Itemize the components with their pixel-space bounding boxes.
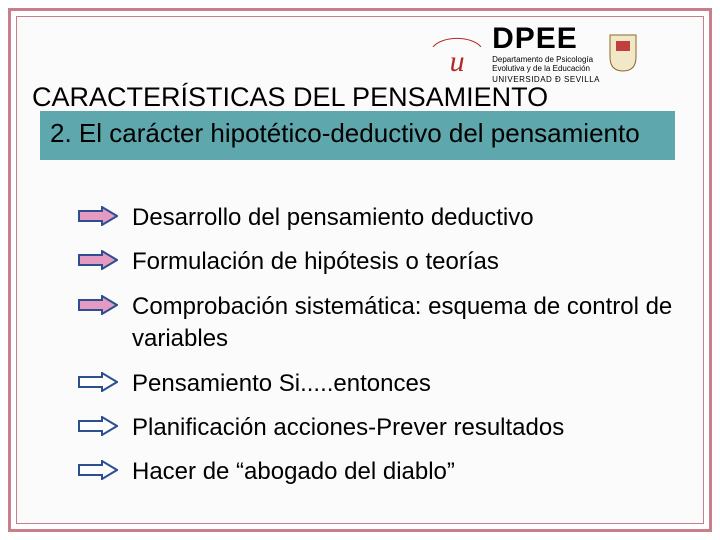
arrow-icon xyxy=(78,416,118,436)
logo-strip: u DPEE Departamento de Psicología Evolut… xyxy=(428,22,640,84)
logo-us-letter: u xyxy=(450,47,465,77)
bullet-text: Pensamiento Si.....entonces xyxy=(132,368,431,400)
bullet-text: Formulación de hipótesis o teorías xyxy=(132,246,499,278)
arrow-icon xyxy=(78,250,118,270)
bullet-text: Comprobación sistemática: esquema de con… xyxy=(132,291,678,356)
univ-sevilla-logo: u xyxy=(428,29,486,77)
bullet-row: Comprobación sistemática: esquema de con… xyxy=(78,291,678,356)
bullet-row: Hacer de “abogado del diablo” xyxy=(78,456,678,488)
slide-subtitle: 2. El carácter hipotético-deductivo del … xyxy=(40,111,675,160)
arrow-icon xyxy=(78,206,118,226)
subtitle-text: 2. El carácter hipotético-deductivo del … xyxy=(50,118,640,148)
bullet-list: Desarrollo del pensamiento deductivo For… xyxy=(78,202,678,501)
bullet-row: Pensamiento Si.....entonces xyxy=(78,368,678,400)
dpee-small2: Evolutiva y de la Educación xyxy=(492,65,590,74)
bullet-arrow xyxy=(78,416,118,436)
bullet-arrow xyxy=(78,460,118,480)
bullet-row: Planificación acciones-Prever resultados xyxy=(78,412,678,444)
bullet-text: Desarrollo del pensamiento deductivo xyxy=(132,202,534,234)
bullet-arrow xyxy=(78,250,118,270)
arrow-icon xyxy=(78,295,118,315)
sevilla-shield-icon xyxy=(606,31,640,75)
dpee-logo: DPEE Departamento de Psicología Evolutiv… xyxy=(492,22,600,84)
dpee-big: DPEE xyxy=(492,22,578,56)
bullet-text: Planificación acciones-Prever resultados xyxy=(132,412,564,444)
bullet-text: Hacer de “abogado del diablo” xyxy=(132,456,455,488)
bullet-row: Formulación de hipótesis o teorías xyxy=(78,246,678,278)
bullet-arrow xyxy=(78,295,118,315)
bullet-arrow xyxy=(78,372,118,392)
bullet-arrow xyxy=(78,206,118,226)
arrow-icon xyxy=(78,372,118,392)
arrow-icon xyxy=(78,460,118,480)
bullet-row: Desarrollo del pensamiento deductivo xyxy=(78,202,678,234)
title-line1: CARACTERÍSTICAS DEL PENSAMIENTO xyxy=(32,82,660,113)
